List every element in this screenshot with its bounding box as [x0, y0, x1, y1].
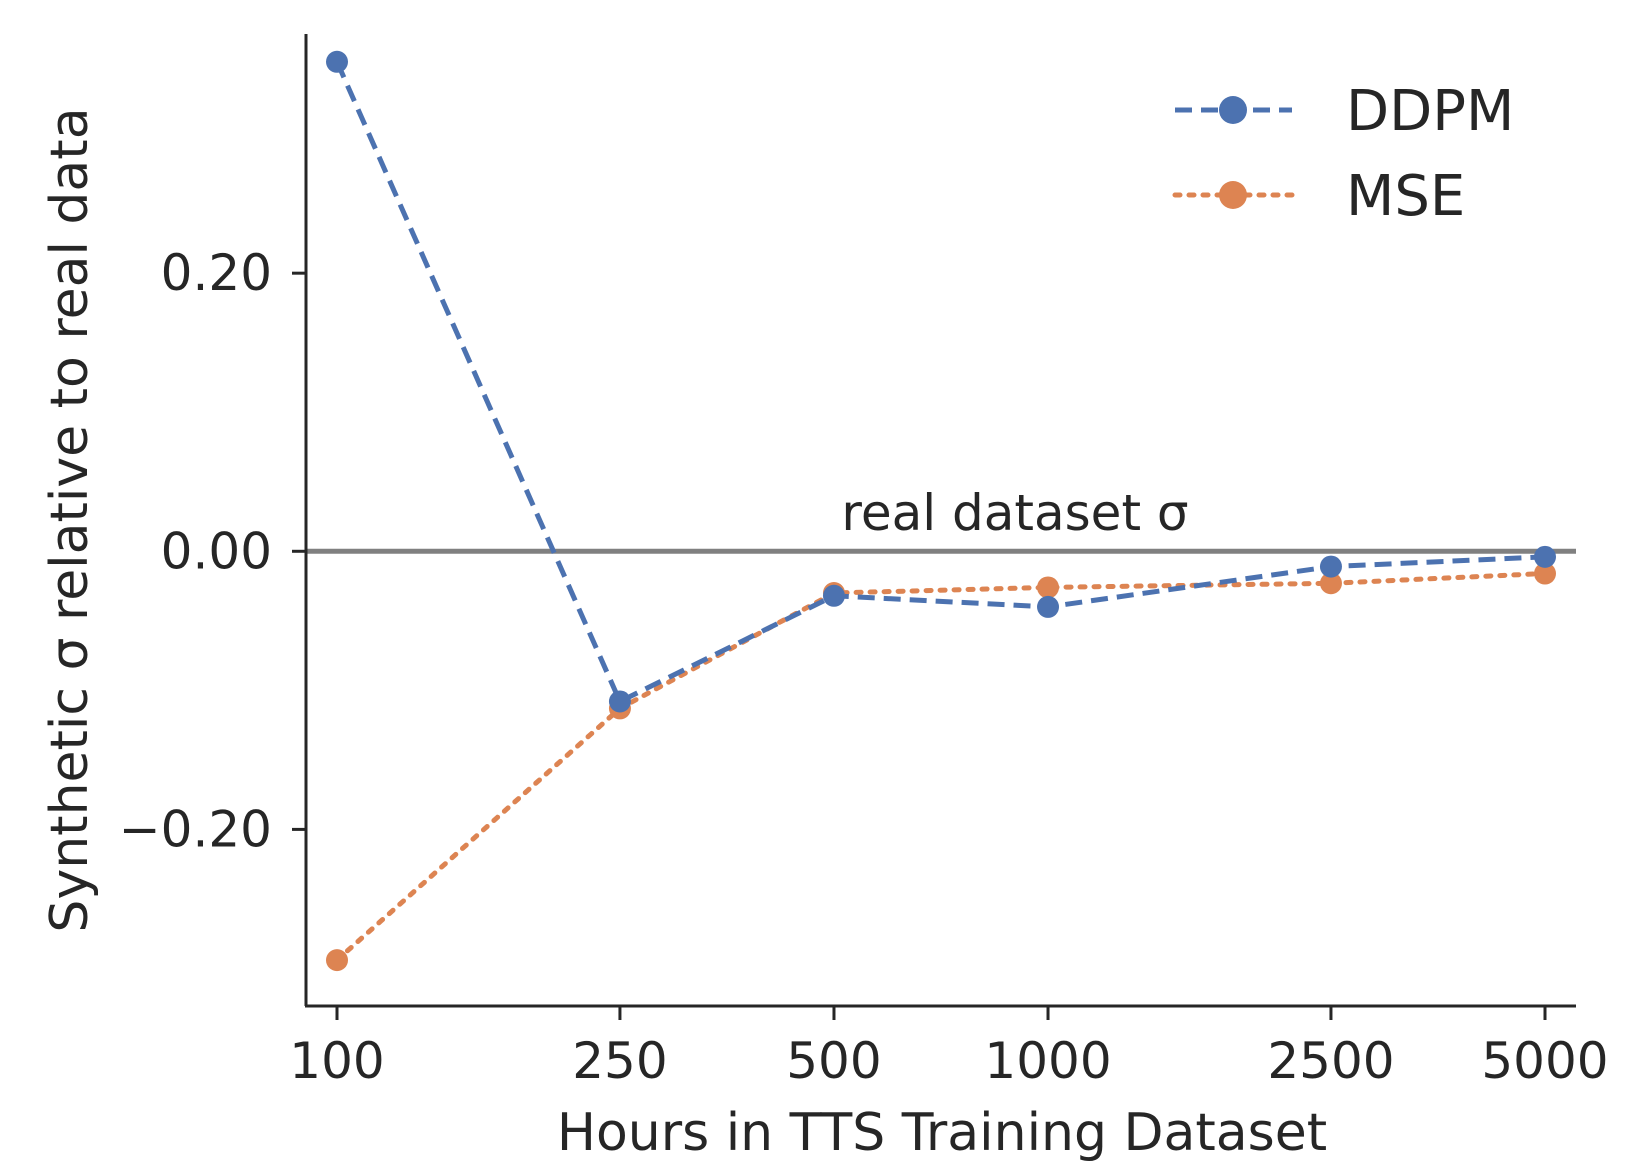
legend-label-ddpm: DDPM: [1346, 79, 1514, 144]
axes: [304, 34, 1576, 1008]
data-point-ddpm-1000: [1037, 595, 1060, 618]
x-tick-label: 100: [289, 1032, 384, 1090]
data-point-ddpm-100: [326, 50, 348, 73]
data-point-ddpm-250: [608, 690, 631, 713]
y-axis-title: Synthetic σ relative to real data: [40, 107, 100, 932]
x-tick-label: 5000: [1481, 1032, 1608, 1090]
ticks: 100 250 500 1000 2500 5000 −0.20 0.00 0.20: [119, 244, 1609, 1090]
x-tick-label: 500: [786, 1032, 881, 1090]
data-point-ddpm-500: [822, 584, 845, 607]
x-tick-label: 2500: [1267, 1032, 1394, 1090]
series-line-ddpm: [334, 60, 1546, 704]
x-tick-label: 250: [572, 1032, 667, 1090]
data-point-ddpm-5000: [1534, 545, 1556, 568]
data-point-mse-2500: [1319, 572, 1342, 595]
series-line-mse: [334, 571, 1548, 963]
y-tick-label: −0.20: [119, 800, 272, 858]
legend: DDPM MSE: [1172, 79, 1514, 229]
y-tick-label: 0.20: [161, 244, 272, 302]
legend-marker-mse: [1219, 181, 1247, 209]
data-point-mse-1000: [1037, 576, 1060, 599]
x-axis-title: Hours in TTS Training Dataset: [557, 1103, 1327, 1163]
y-tick-label: 0.00: [161, 522, 272, 580]
legend-label-mse: MSE: [1346, 164, 1465, 229]
data-point-ddpm-2500: [1319, 555, 1342, 578]
x-tick-label: 1000: [984, 1032, 1111, 1090]
legend-marker-ddpm: [1219, 96, 1247, 124]
data-point-mse-100: [326, 949, 348, 972]
plot-area: [306, 50, 1576, 972]
data-point-mse-5000: [1534, 562, 1556, 585]
reference-line-label: real dataset σ: [841, 484, 1188, 542]
